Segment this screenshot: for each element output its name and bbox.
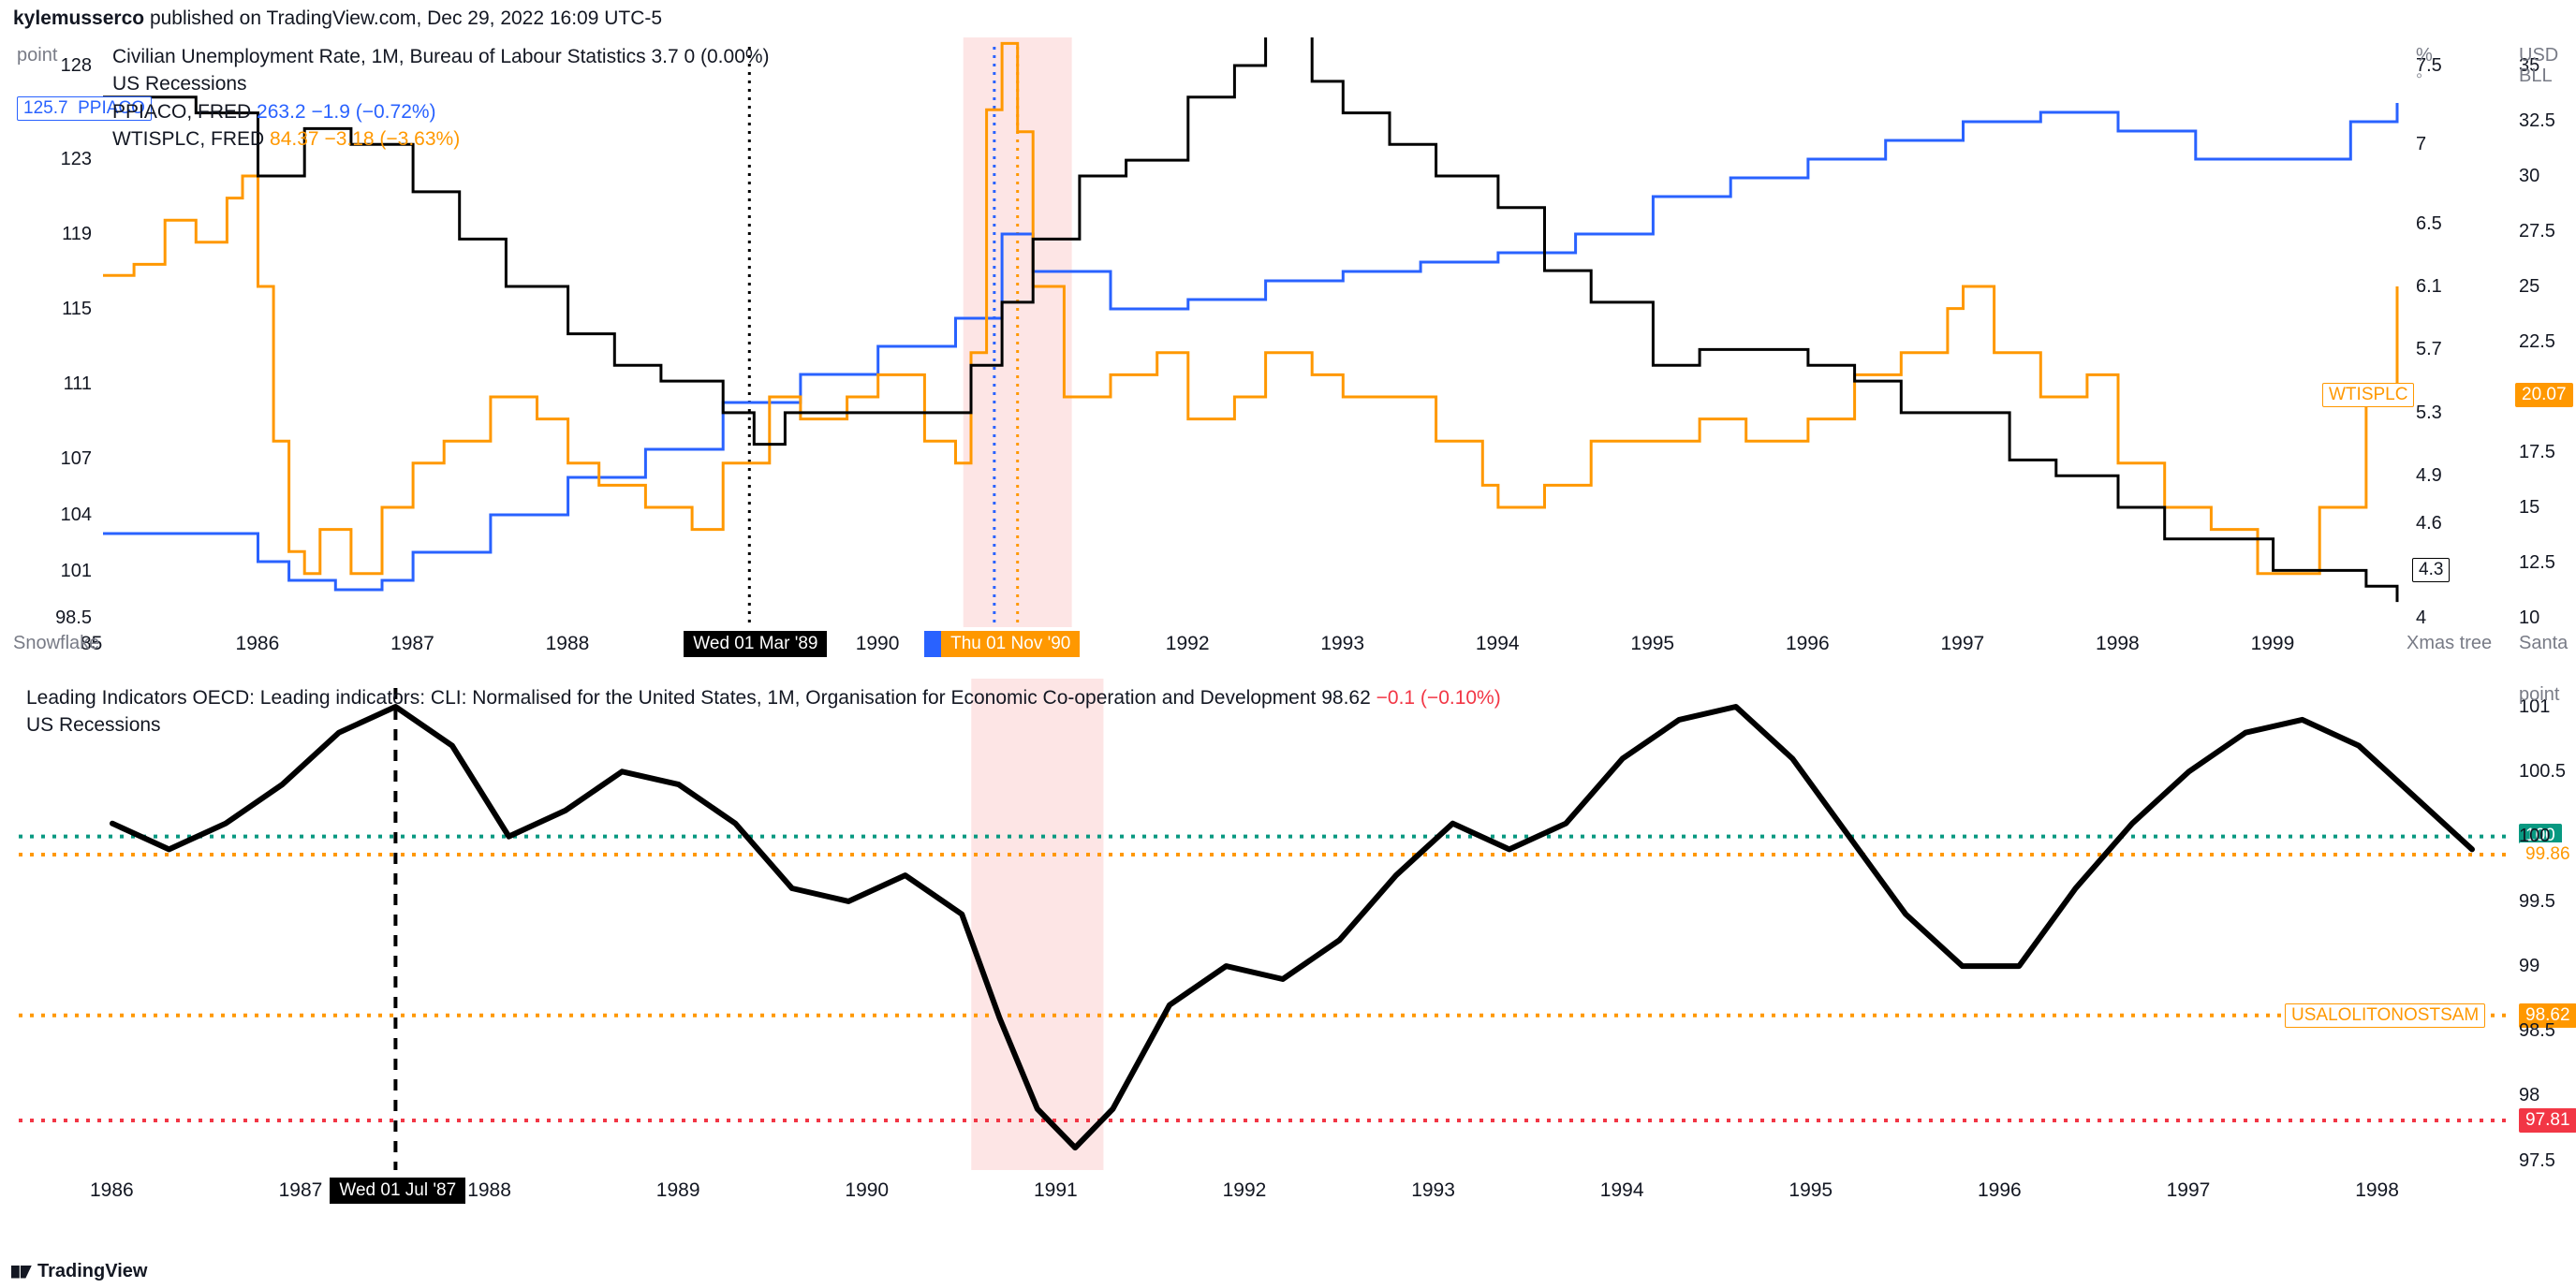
top-chart-pane[interactable]: 98.510110410711111511912312844.34.64.95.…: [0, 37, 2576, 679]
bottom-chart-pane[interactable]: 10099.86USALOLITONOSTSAM98.6297.8197.598…: [0, 679, 2576, 1255]
tradingview-logo-icon: [11, 1266, 32, 1279]
footer-brand: TradingView: [0, 1255, 2576, 1288]
publish-header: kylemusserco published on TradingView.co…: [0, 0, 2576, 37]
